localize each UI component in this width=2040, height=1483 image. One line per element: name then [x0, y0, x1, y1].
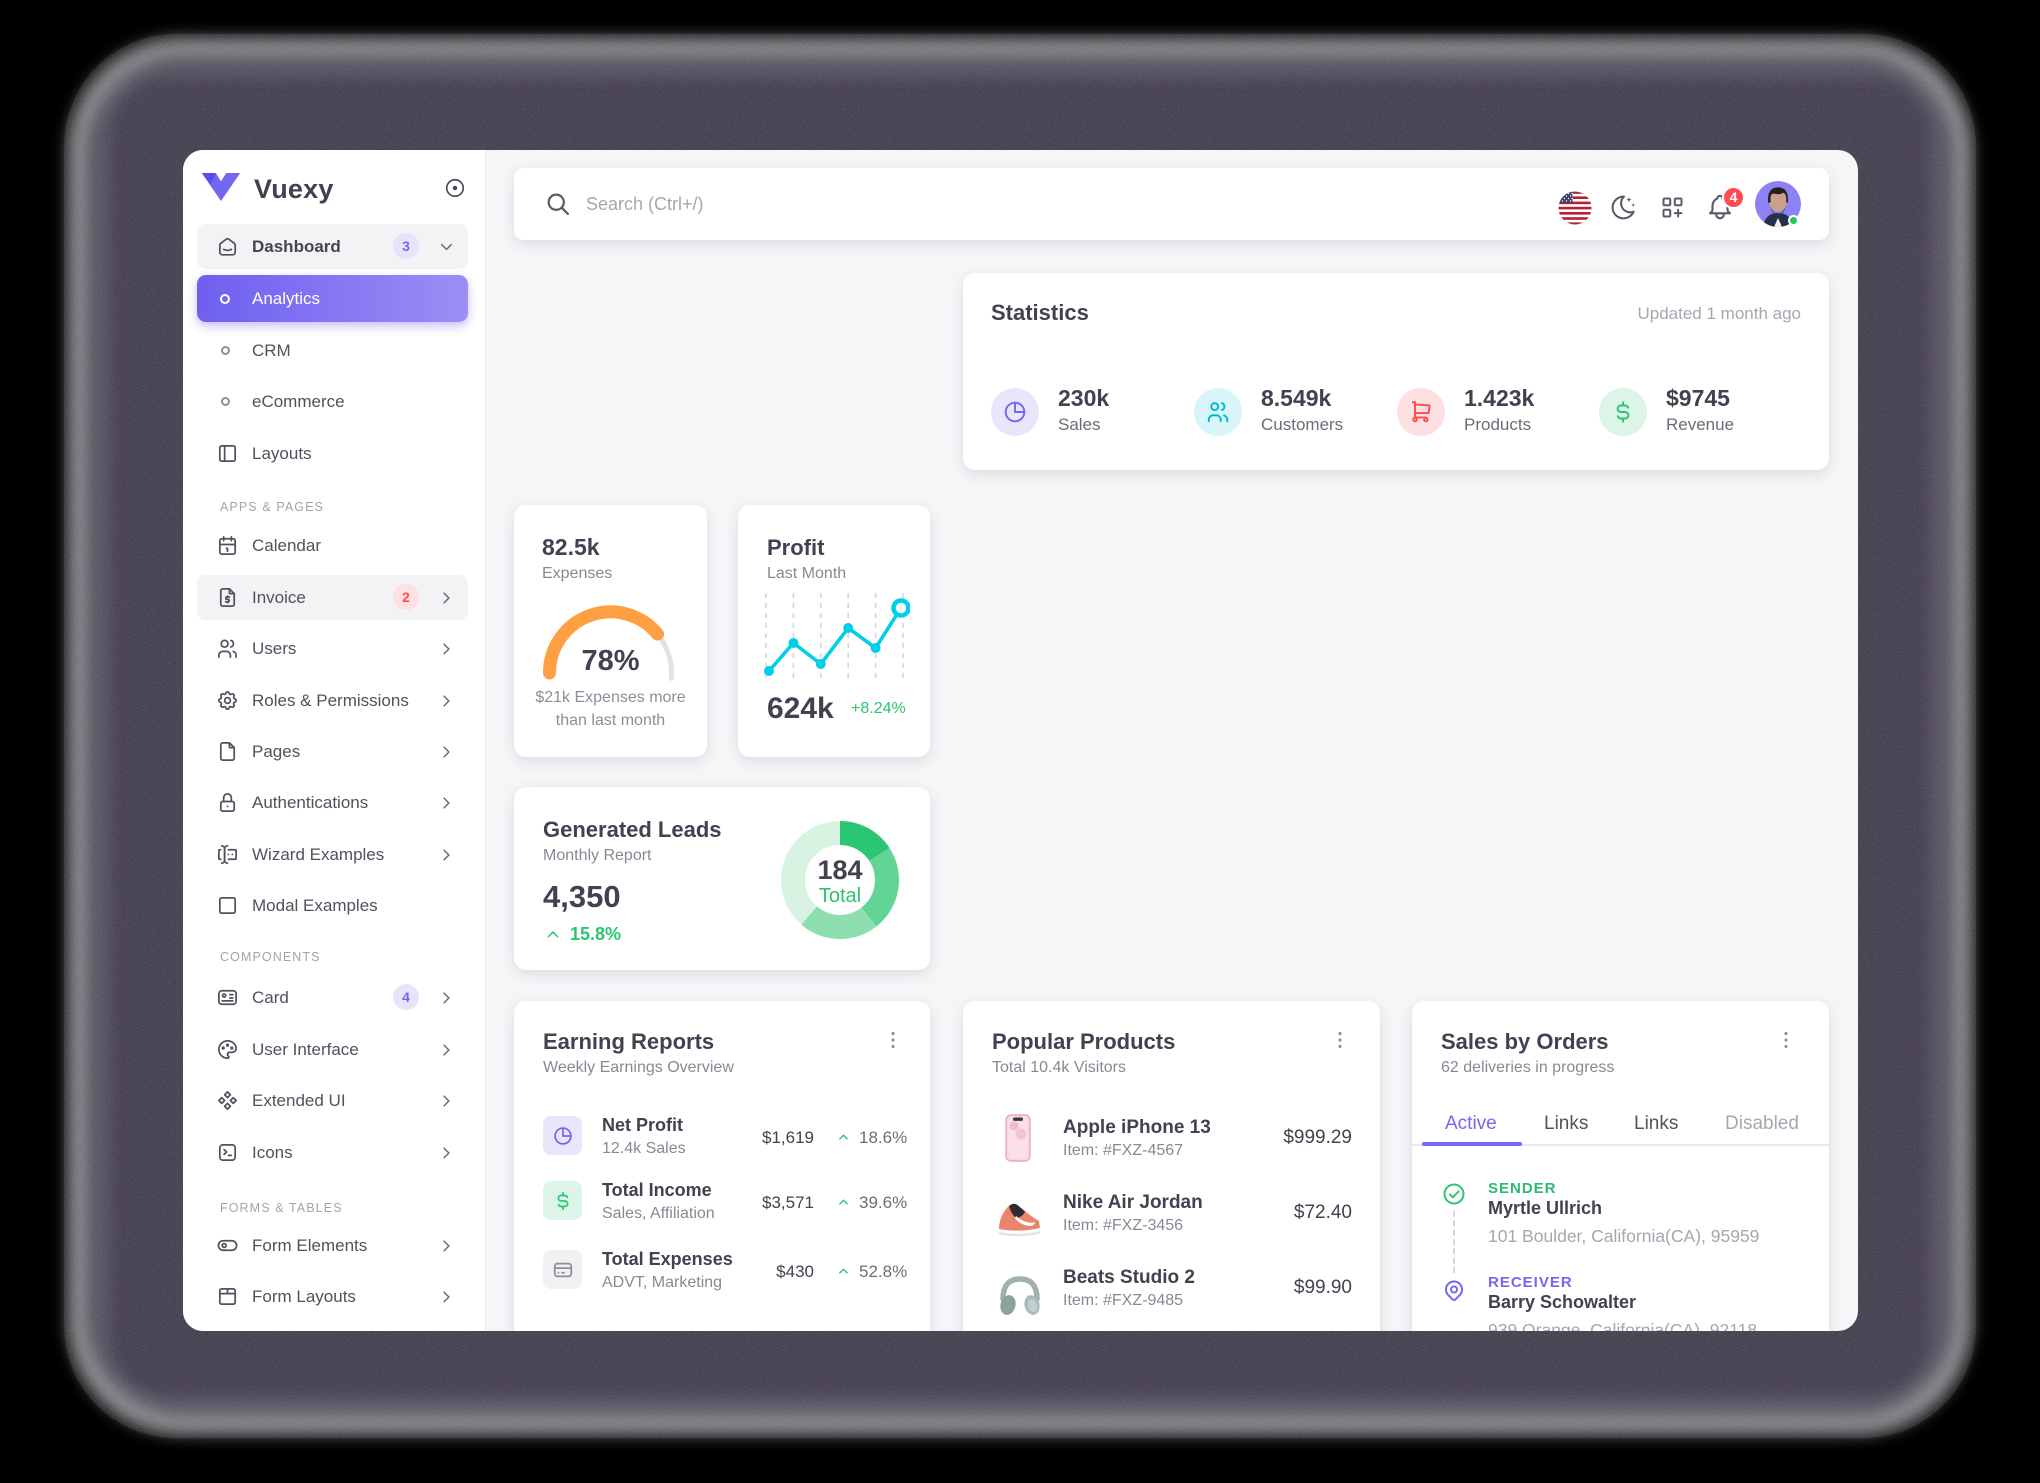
svg-text:184: 184: [817, 855, 862, 885]
svg-text:Total: Total: [819, 885, 861, 907]
